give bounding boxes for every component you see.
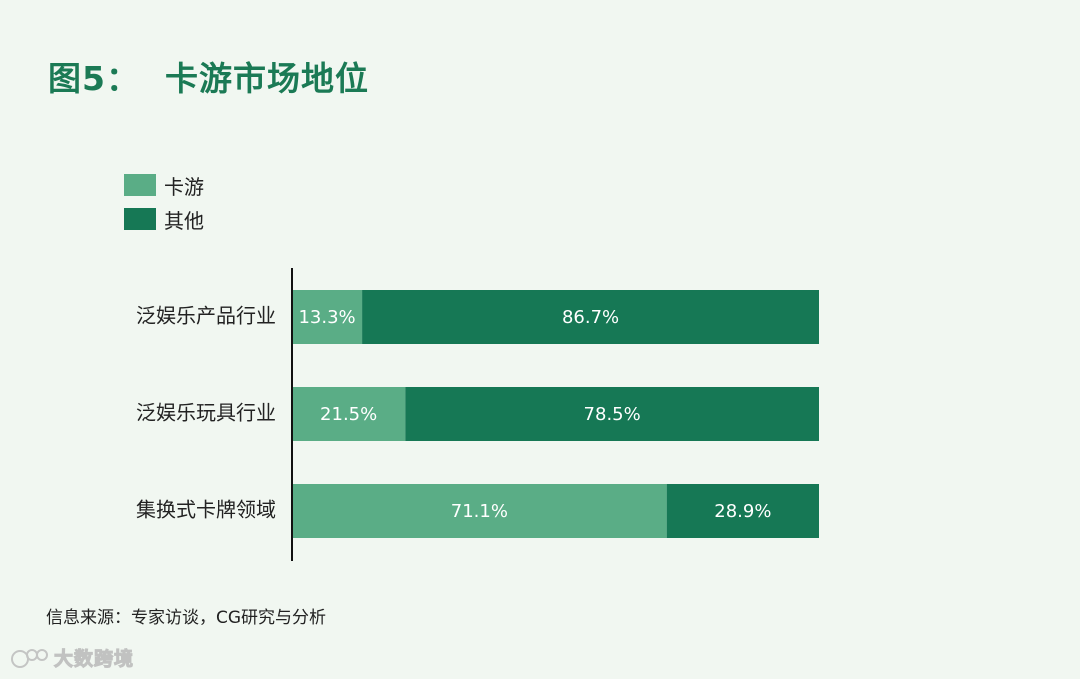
category-label: 泛娱乐玩具行业 — [136, 401, 276, 425]
legend-item-kayou: 卡游 — [124, 168, 204, 202]
legend-swatch-kayou — [124, 174, 156, 196]
data-label: 21.5% — [320, 404, 377, 425]
bar-segment-other — [405, 387, 819, 441]
bar-segment-kayou — [292, 387, 406, 441]
legend-swatch-other — [124, 208, 156, 230]
category-label: 泛娱乐产品行业 — [136, 304, 276, 328]
bar-segment-kayou — [292, 290, 363, 344]
watermark-text: 大数跨境 — [53, 648, 135, 671]
chart-legend: 卡游 其他 — [124, 168, 204, 236]
legend-label-kayou: 卡游 — [164, 174, 204, 199]
legend-item-other: 其他 — [124, 202, 204, 236]
source-note: 信息来源：专家访谈，CG研究与分析 — [46, 608, 327, 628]
data-label: 71.1% — [451, 501, 508, 522]
data-label: 78.5% — [584, 404, 641, 425]
data-label: 13.3% — [298, 307, 355, 328]
legend-label-other: 其他 — [164, 208, 204, 233]
watermark-logo-icon — [11, 648, 48, 668]
bar-segment-other — [666, 484, 819, 538]
category-label: 集换式卡牌领域 — [136, 498, 276, 522]
page-title: 图5： 卡游市场地位 — [48, 59, 369, 98]
bar-segment-other — [362, 290, 819, 344]
data-label: 28.9% — [714, 501, 771, 522]
data-label: 86.7% — [562, 307, 619, 328]
watermark: 大数跨境 — [10, 644, 134, 671]
bar-segment-kayou — [292, 484, 667, 538]
